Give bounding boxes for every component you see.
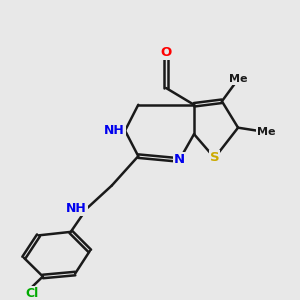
Text: Me: Me bbox=[229, 74, 247, 84]
Text: Me: Me bbox=[257, 127, 275, 137]
Text: NH: NH bbox=[66, 202, 87, 215]
Text: NH: NH bbox=[104, 124, 125, 137]
Text: Cl: Cl bbox=[25, 287, 38, 300]
Text: S: S bbox=[210, 152, 219, 164]
Text: O: O bbox=[160, 46, 172, 59]
Text: N: N bbox=[174, 154, 185, 166]
